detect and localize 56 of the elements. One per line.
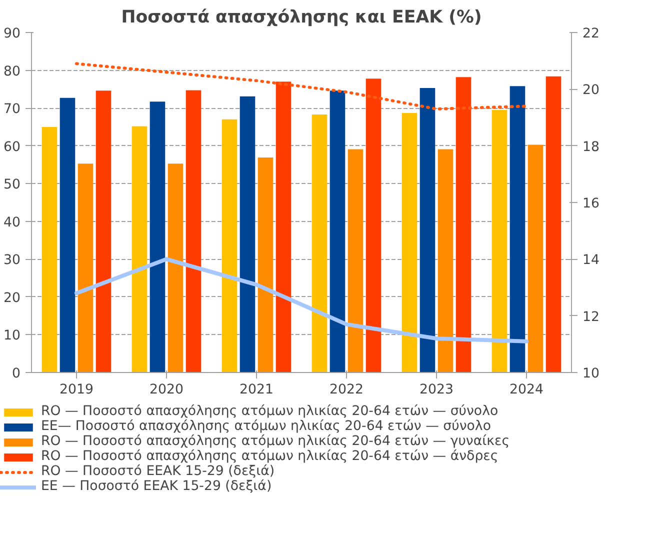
y-tick-label: 90 xyxy=(4,26,21,42)
bar xyxy=(222,119,238,372)
bar xyxy=(402,112,418,372)
bar xyxy=(348,149,364,372)
y2-tick-label: 14 xyxy=(582,253,600,268)
bar xyxy=(150,102,166,372)
x-tick-label: 2019 xyxy=(60,382,94,398)
y-tick-label: 10 xyxy=(4,328,21,344)
line-series xyxy=(74,257,528,344)
y-tick-label: 70 xyxy=(4,102,21,118)
bar xyxy=(240,96,256,372)
legend-label: RO — Ποσοστό ΕΕΑΚ 15-29 (δεξιά) xyxy=(41,464,275,479)
y-tick-label: 0 xyxy=(12,366,21,382)
chart-title: Ποσοστά απασχόλησης και ΕΕΑΚ (%) xyxy=(121,8,482,28)
bar xyxy=(492,110,508,372)
bar xyxy=(510,86,526,372)
bar xyxy=(366,78,382,372)
y-tick-label: 40 xyxy=(4,215,21,230)
bar xyxy=(168,164,184,372)
line-series xyxy=(75,62,528,110)
bar xyxy=(96,90,112,372)
y-tick-label: 80 xyxy=(4,64,21,80)
bar xyxy=(420,88,436,372)
y-tick-label: 50 xyxy=(4,178,21,193)
y2-tick-label: 18 xyxy=(582,140,600,155)
legend-label: RO — Ποσοστό απασχόλησης ατόμων ηλικίας 20-64 ετών — άνδρες xyxy=(41,449,498,464)
y2-tick-label: 20 xyxy=(582,83,600,98)
bar xyxy=(546,76,562,372)
bar xyxy=(330,90,346,372)
bar xyxy=(60,98,76,372)
bar xyxy=(42,126,58,372)
bar xyxy=(456,77,472,372)
legend-label: EE — Ποσοστό ΕΕΑΚ 15-29 (δεξιά) xyxy=(41,479,272,494)
bar xyxy=(78,164,94,372)
y2-tick-label: 22 xyxy=(582,26,600,42)
bar xyxy=(312,114,328,372)
legend-label: RO — Ποσοστό απασχόλησης ατόμων ηλικίας 20-64 ετών — γυναίκες xyxy=(41,434,510,449)
bar xyxy=(132,126,148,372)
legend-label: EE— Ποσοστό απασχόλησης ατόμων ηλικίας 20-64 ετών — σύνολο xyxy=(41,419,491,434)
bar xyxy=(438,149,454,372)
y-tick-label: 30 xyxy=(4,253,21,268)
y2-tick-label: 10 xyxy=(582,366,600,382)
bar xyxy=(276,82,292,372)
y-tick-label: 60 xyxy=(4,140,21,155)
x-tick-label: 2021 xyxy=(240,382,274,398)
bar xyxy=(186,90,202,372)
y2-tick-label: 16 xyxy=(582,196,600,212)
y-tick-label: 20 xyxy=(4,290,21,306)
x-tick-label: 2023 xyxy=(420,382,454,398)
x-tick-label: 2024 xyxy=(510,382,544,398)
bar xyxy=(528,144,544,372)
x-tick-label: 2020 xyxy=(150,382,184,398)
bar xyxy=(258,158,274,372)
y2-tick-label: 12 xyxy=(582,310,600,325)
x-tick-label: 2022 xyxy=(330,382,364,398)
legend-label: RO — Ποσοστό απασχόλησης ατόμων ηλικίας 20-64 ετών — σύνολο xyxy=(41,404,498,419)
